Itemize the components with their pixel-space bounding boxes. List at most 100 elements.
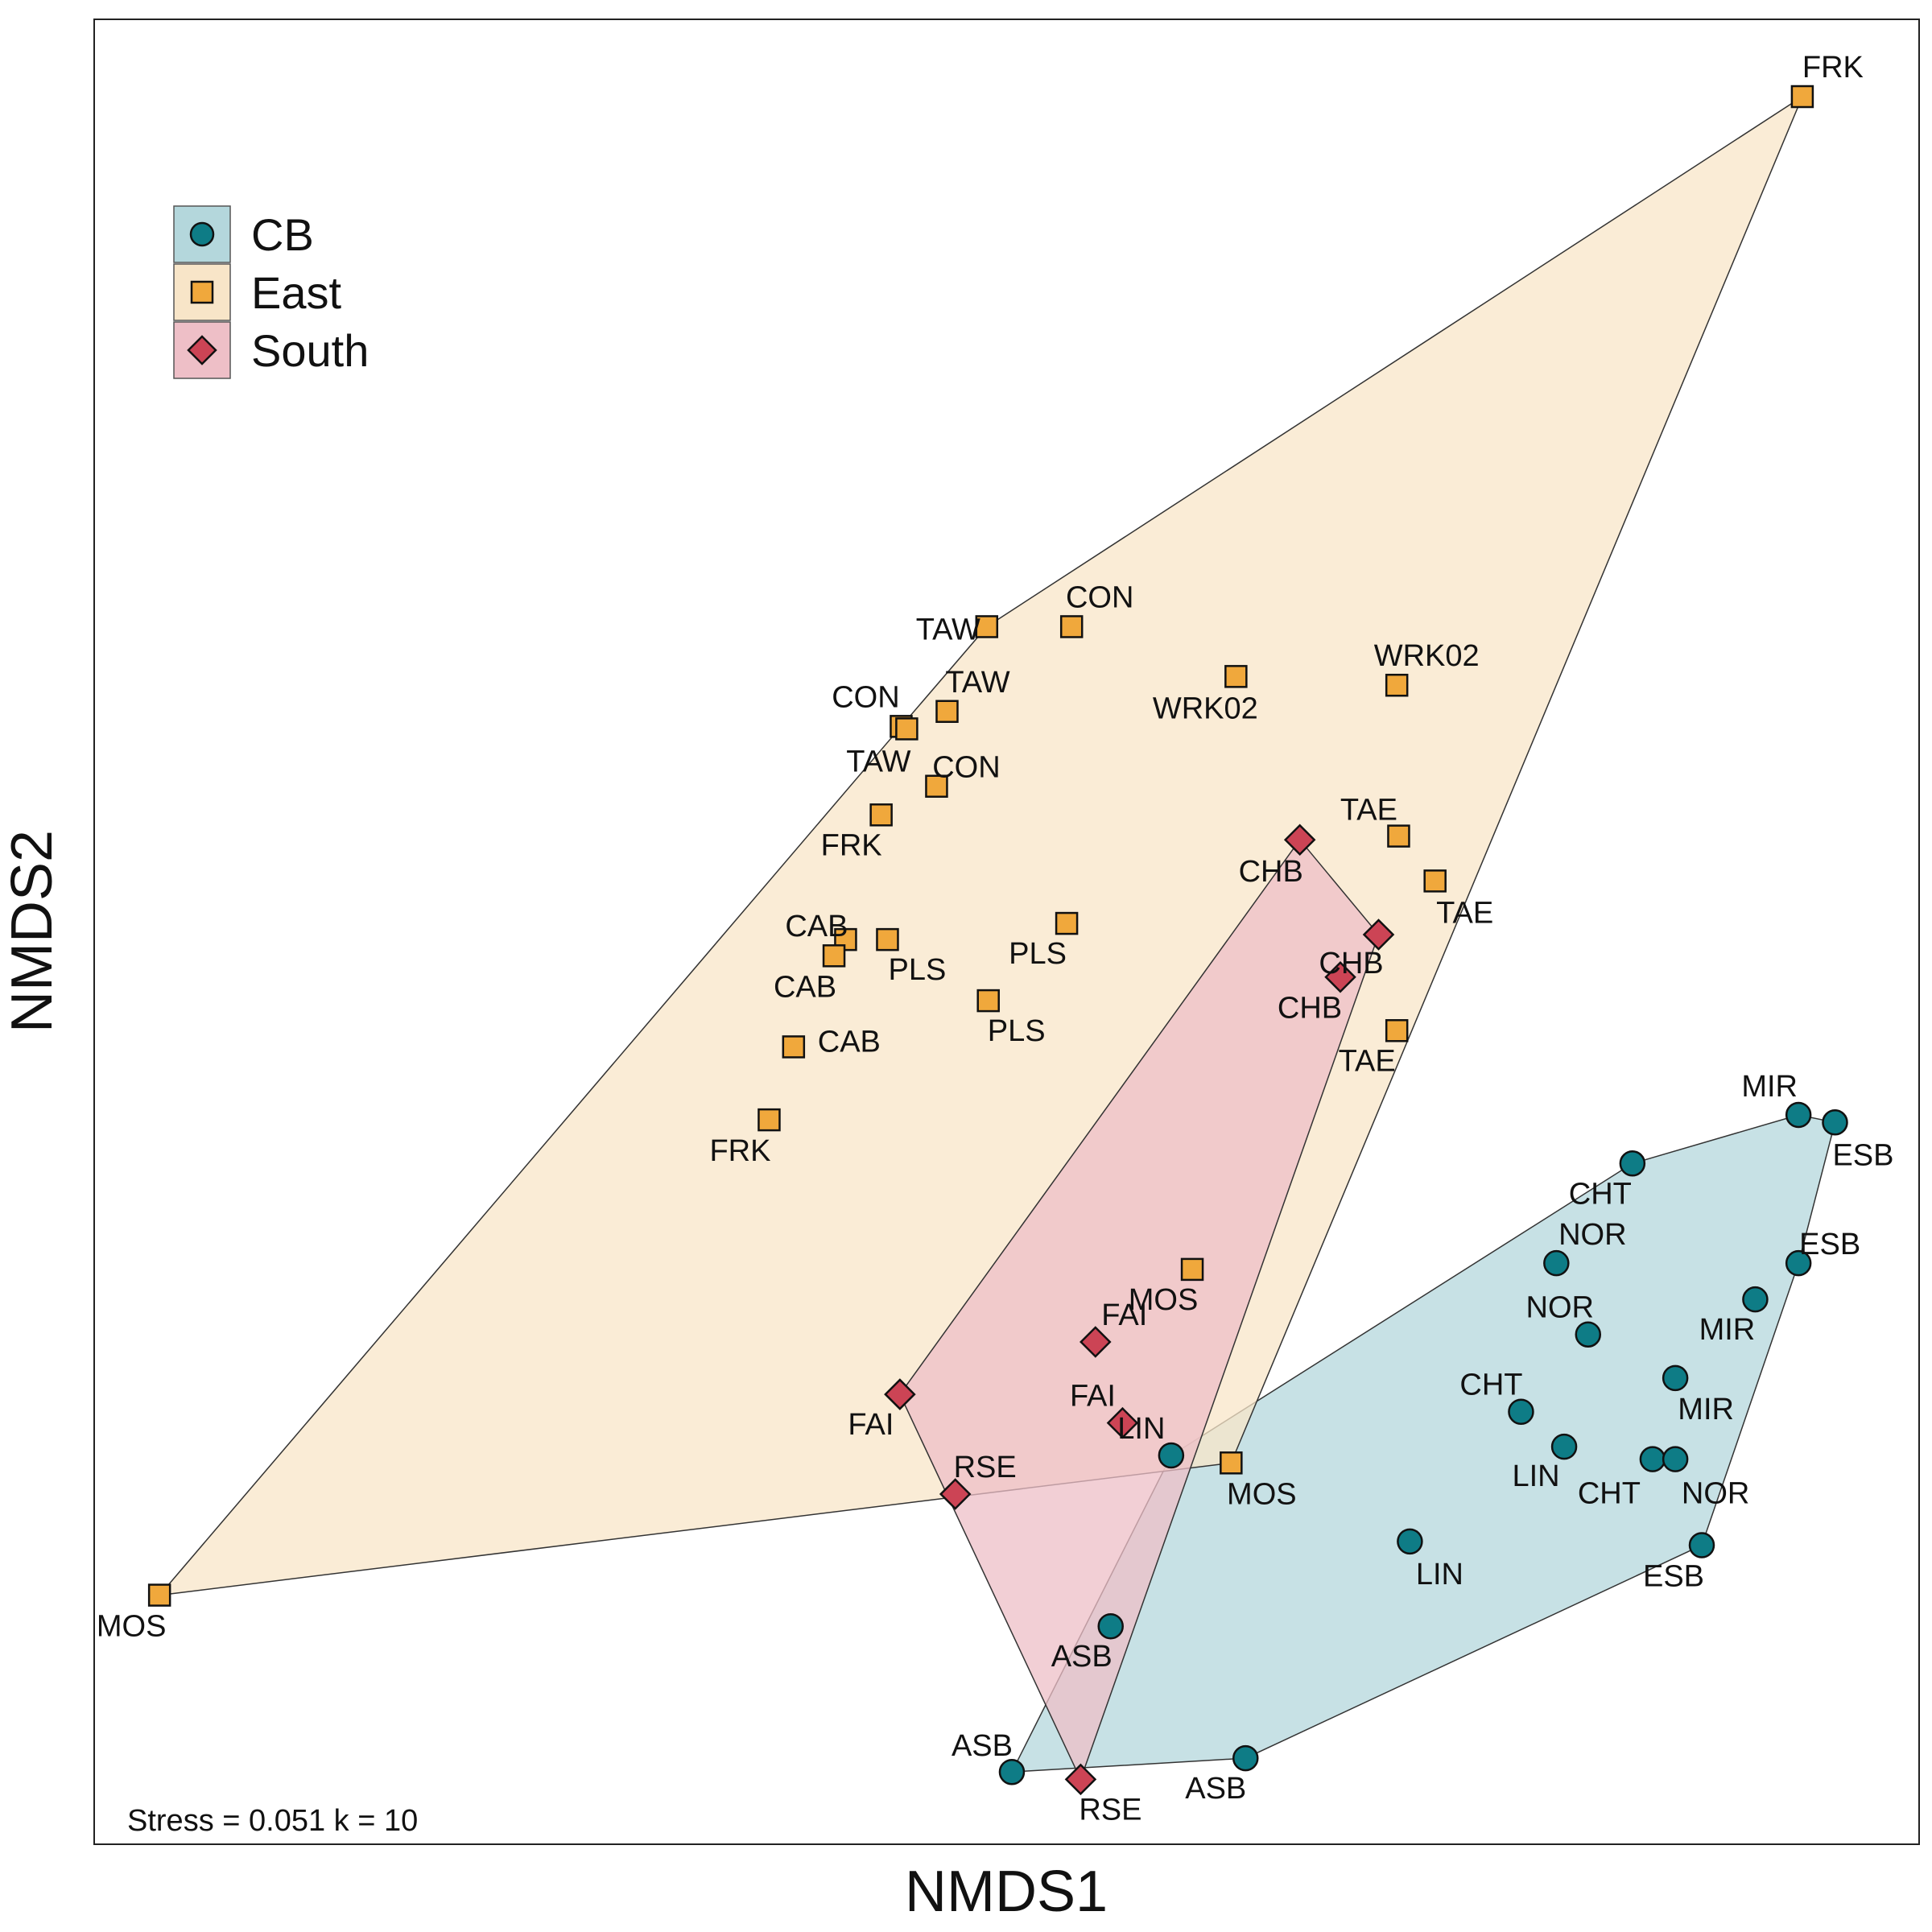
point-south-fai: [884, 1378, 916, 1410]
point-cb-esb: [1688, 1532, 1715, 1558]
point-east-tae: [1385, 1019, 1409, 1042]
label-east-pls: PLS: [988, 1014, 1046, 1048]
point-east-pls: [976, 989, 1000, 1013]
label-east-taw: TAW: [945, 666, 1009, 700]
stress-annotation: Stress = 0.051 k = 10: [127, 1804, 418, 1838]
point-cb-asb: [1097, 1612, 1124, 1640]
legend-marker-cb: [189, 221, 215, 247]
point-east-con: [1059, 615, 1084, 638]
point-east-frk: [758, 1108, 781, 1132]
label-cb-lin: LIN: [1512, 1459, 1559, 1493]
label-east-con: CON: [832, 680, 899, 714]
legend: CB East South: [173, 205, 369, 379]
label-east-taw: TAW: [916, 613, 980, 646]
point-east-cab: [782, 1035, 806, 1059]
label-cb-nor: NOR: [1682, 1477, 1749, 1511]
point-cb-lin: [1550, 1433, 1578, 1460]
label-south-rse: RSE: [954, 1451, 1017, 1484]
legend-label-east: East: [251, 267, 341, 318]
label-south-chb: CHB: [1239, 855, 1303, 889]
label-south-chb: CHB: [1319, 947, 1383, 980]
plot-frame: [93, 19, 1920, 1845]
point-cb-lin: [1158, 1442, 1185, 1469]
point-cb-nor: [1575, 1321, 1602, 1348]
point-east-mos: [1220, 1451, 1243, 1475]
label-cb-nor: NOR: [1558, 1218, 1626, 1252]
label-cb-mir: MIR: [1741, 1070, 1798, 1104]
point-east-mos: [147, 1583, 171, 1607]
point-east-frk: [869, 803, 893, 827]
label-cb-asb: ASB: [952, 1729, 1013, 1763]
label-east-taw: TAW: [846, 745, 910, 778]
label-east-mos: MOS: [1129, 1283, 1199, 1317]
point-cb-nor: [1662, 1446, 1689, 1472]
point-cb-asb: [1232, 1744, 1259, 1772]
label-cb-cht: CHT: [1459, 1368, 1522, 1402]
label-cb-mir: MIR: [1699, 1313, 1756, 1347]
point-cb-cht: [1508, 1398, 1534, 1425]
point-east-wrk02: [1385, 673, 1409, 697]
label-east-con: CON: [932, 751, 1000, 785]
label-east-wrk02: WRK02: [1374, 639, 1480, 673]
point-south-rse: [939, 1478, 972, 1510]
point-east-pls: [1055, 911, 1079, 935]
point-east-cab: [822, 944, 846, 968]
point-cb-nor: [1543, 1249, 1570, 1277]
label-cb-asb: ASB: [1051, 1640, 1113, 1674]
label-cb-lin: LIN: [1416, 1558, 1463, 1591]
label-south-fai: FAI: [848, 1408, 894, 1442]
label-cb-esb: ESB: [1832, 1138, 1893, 1172]
label-cb-esb: ESB: [1643, 1560, 1704, 1594]
point-east-pls: [876, 927, 899, 952]
label-cb-cht: CHT: [1578, 1477, 1641, 1511]
label-east-pls: PLS: [1009, 937, 1067, 971]
label-east-mos: MOS: [1227, 1477, 1297, 1511]
point-cb-mir: [1742, 1286, 1769, 1313]
point-south-fai: [1080, 1326, 1112, 1358]
label-east-frk: FRK: [1802, 51, 1864, 85]
point-cb-asb: [998, 1758, 1026, 1785]
legend-marker-east: [190, 280, 214, 304]
label-east-frk: FRK: [821, 828, 882, 862]
label-east-frk: FRK: [709, 1134, 770, 1168]
point-south-fai: [1106, 1406, 1139, 1439]
label-cb-cht: CHT: [1569, 1177, 1632, 1211]
label-east-con: CON: [1066, 580, 1133, 614]
point-cb-cht: [1619, 1150, 1646, 1177]
x-axis-title: NMDS1: [905, 1860, 1108, 1924]
point-south-chb: [1283, 824, 1316, 857]
point-south-chb: [1324, 960, 1356, 993]
label-east-pls: PLS: [889, 953, 947, 987]
point-cb-esb: [1822, 1109, 1848, 1136]
label-east-cab: CAB: [818, 1025, 881, 1059]
label-east-cab: CAB: [785, 910, 848, 943]
label-east-wrk02: WRK02: [1153, 691, 1258, 725]
label-east-cab: CAB: [774, 970, 836, 1004]
point-south-rse: [1064, 1763, 1097, 1796]
point-cb-mir: [1785, 1101, 1812, 1129]
label-cb-asb: ASB: [1185, 1772, 1246, 1806]
data-points: [147, 85, 1848, 1796]
point-cb-cht: [1639, 1446, 1666, 1472]
point-labels: MIR ESB CHT ESB NOR MIR NOR MIR CHT LIN CHT NOR LIN E…: [97, 51, 1894, 1827]
legend-marker-south: [187, 335, 217, 365]
point-east-tae: [1423, 869, 1447, 893]
label-south-fai: FAI: [1101, 1298, 1147, 1332]
point-east-taw: [935, 700, 959, 724]
label-east-tae: TAE: [1340, 794, 1397, 828]
point-east-con: [925, 774, 948, 798]
label-east-tae: TAE: [1339, 1044, 1396, 1078]
label-cb-nor: NOR: [1526, 1291, 1594, 1325]
y-axis-title: NMDS2: [0, 830, 64, 1033]
label-cb-lin: LIN: [1117, 1412, 1165, 1446]
label-east-tae: TAE: [1436, 896, 1493, 930]
point-east-tae: [1387, 824, 1410, 848]
label-east-mos: MOS: [97, 1610, 167, 1644]
legend-label-cb: CB: [251, 209, 314, 260]
point-east-taw: [895, 717, 919, 741]
label-cb-mir: MIR: [1678, 1393, 1734, 1426]
label-cb-esb: ESB: [1799, 1228, 1860, 1261]
point-east-wrk02: [1224, 665, 1248, 688]
group-hulls: [158, 95, 1836, 1781]
